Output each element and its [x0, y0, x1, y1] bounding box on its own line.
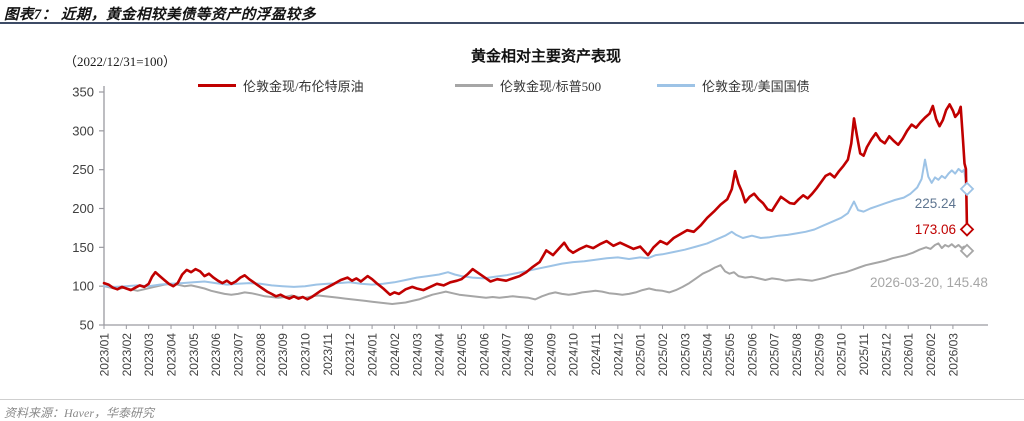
- footer-divider: [0, 399, 1024, 400]
- x-tick-label: 2023/07: [232, 333, 246, 377]
- annotation-brent-last: 173.06: [915, 222, 956, 237]
- x-tick-label: 2023/02: [120, 333, 134, 377]
- annotation-ust-last: 225.24: [915, 196, 957, 211]
- x-tick-label: 2024/03: [410, 333, 424, 377]
- x-tick-label: 2023/06: [209, 333, 223, 377]
- x-tick-label: 2025/03: [678, 333, 692, 377]
- y-tick-label: 150: [72, 240, 94, 255]
- end-marker-sp500: [959, 243, 975, 259]
- series-line-sp500: [103, 242, 968, 305]
- series-line-brent: [102, 103, 969, 301]
- y-tick-label: 100: [72, 279, 94, 294]
- x-tick-label: 2025/09: [812, 333, 826, 377]
- series-line-ust: [103, 158, 968, 288]
- axis-note: （2022/12/31=100）: [64, 54, 177, 69]
- x-tick-label: 2025/01: [634, 333, 648, 377]
- x-tick-label: 2023/01: [98, 333, 112, 377]
- x-tick-label: 2025/05: [723, 333, 737, 377]
- x-tick-label: 2023/04: [165, 333, 179, 377]
- x-tick-label: 2024/08: [522, 333, 536, 377]
- x-tick-label: 2025/07: [768, 333, 782, 377]
- legend-swatch-brent-line: [198, 84, 236, 87]
- legend-item-ust: 伦敦金现/美国国债: [657, 76, 810, 95]
- end-marker-brent: [959, 222, 975, 237]
- y-tick-label: 50: [80, 318, 94, 333]
- y-tick-label: 300: [72, 123, 94, 138]
- x-tick-label: 2025/10: [835, 333, 849, 377]
- end-marker-ust: [959, 181, 975, 197]
- legend-item-sp500: 伦敦金现/标普500: [455, 76, 601, 95]
- chart-title: 黄金相对主要资产表现: [470, 49, 621, 65]
- x-tick-label: 2023/08: [254, 333, 268, 377]
- annotation-sp500-last: 2026-03-20, 145.48: [870, 275, 988, 290]
- legend-label-sp500: 伦敦金现/标普500: [500, 79, 602, 94]
- legend-item-brent: 伦敦金现/布伦特原油: [198, 76, 364, 95]
- x-tick-label: 2023/10: [299, 333, 313, 377]
- x-tick-label: 2025/02: [656, 333, 670, 377]
- x-tick-label: 2023/05: [187, 333, 201, 377]
- figure-caption: 图表7： 近期，黄金相较美债等资产的浮盈较多: [4, 7, 316, 23]
- x-tick-label: 2024/06: [477, 333, 491, 377]
- legend-swatch-ust-line: [657, 84, 695, 87]
- x-tick-label: 2026/02: [924, 333, 938, 377]
- x-tick-label: 2024/10: [567, 333, 581, 377]
- x-tick-label: 2024/05: [455, 333, 469, 377]
- y-tick-label: 200: [72, 201, 94, 216]
- y-tick-label: 250: [72, 162, 94, 177]
- x-tick-label: 2025/04: [701, 333, 715, 377]
- x-tick-label: 2023/03: [142, 333, 156, 377]
- x-tick-label: 2024/11: [589, 333, 603, 376]
- x-tick-label: 2023/12: [343, 333, 357, 377]
- x-tick-label: 2025/12: [879, 333, 893, 377]
- x-tick-label: 2025/11: [857, 333, 871, 376]
- x-tick-label: 2024/04: [433, 333, 447, 377]
- x-tick-label: 2025/08: [790, 333, 804, 377]
- x-tick-label: 2023/11: [321, 333, 335, 376]
- x-tick-label: 2024/12: [611, 333, 625, 377]
- source-note: 资料来源：Haver，华泰研究: [4, 406, 154, 420]
- y-tick-label: 350: [72, 85, 94, 100]
- legend-label-brent: 伦敦金现/布伦特原油: [243, 79, 364, 94]
- x-tick-label: 2024/02: [388, 333, 402, 377]
- x-tick-label: 2026/03: [946, 333, 960, 377]
- x-tick-label: 2024/07: [500, 333, 514, 377]
- legend-swatch-sp500-line: [455, 84, 493, 87]
- x-tick-label: 2024/09: [544, 333, 558, 377]
- legend-label-ust: 伦敦金现/美国国债: [702, 79, 810, 94]
- x-tick-label: 2025/06: [745, 333, 759, 377]
- x-tick-label: 2024/01: [366, 333, 380, 377]
- x-tick-label: 2023/09: [276, 333, 290, 377]
- header-divider: [0, 22, 1024, 24]
- x-tick-label: 2026/01: [902, 333, 916, 377]
